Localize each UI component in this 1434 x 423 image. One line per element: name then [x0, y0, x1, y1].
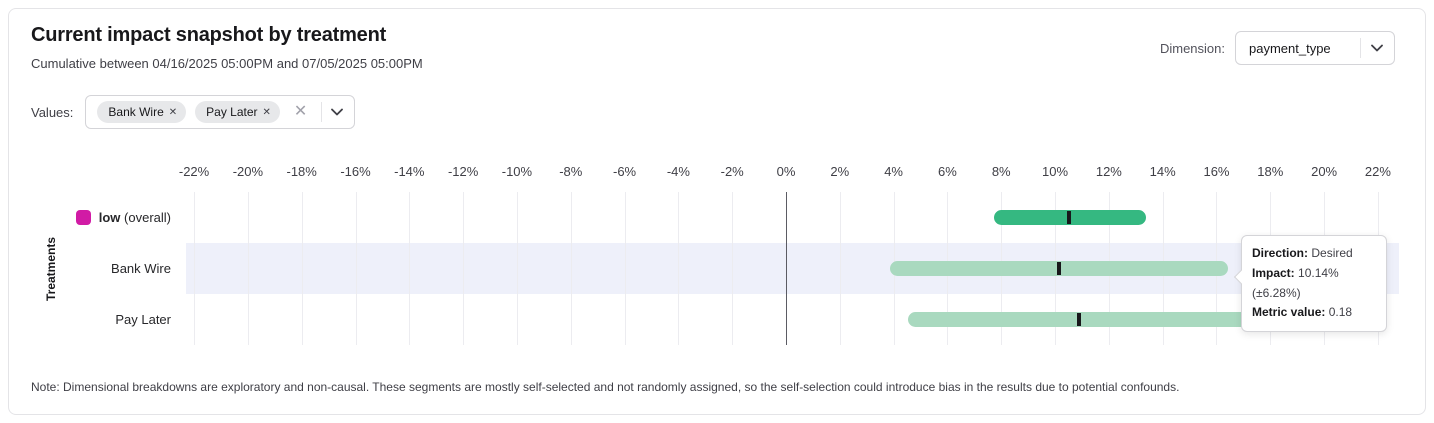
tooltip-metric-value: 0.18	[1328, 305, 1353, 320]
x-tick-label: -6%	[613, 164, 637, 179]
x-tick-label: 20%	[1311, 164, 1338, 179]
tooltip-metric-label: Metric value:	[1252, 305, 1326, 320]
x-tick-label: 14%	[1149, 164, 1176, 179]
x-tick-label: -18%	[286, 164, 317, 179]
impact-snapshot-card: Current impact snapshot by treatment Cum…	[8, 8, 1426, 415]
legend-swatch	[75, 210, 91, 225]
dimension-select[interactable]: payment_type	[1235, 31, 1395, 65]
remove-chip-icon[interactable]: ✕	[262, 106, 271, 118]
tooltip-metric-row: Metric value: 0.18	[1252, 303, 1376, 323]
values-multiselect[interactable]: Bank Wire ✕ Pay Later ✕ ✕	[85, 95, 356, 129]
x-tick-label: 10%	[1042, 164, 1069, 179]
row-label: low (overall)	[9, 192, 171, 243]
divider	[321, 102, 323, 122]
x-tick-label: -16%	[340, 164, 371, 179]
chevron-down-icon	[1371, 44, 1383, 52]
tooltip-direction-value: Desired	[1311, 246, 1353, 260]
impact-point-marker	[1056, 262, 1061, 275]
values-label: Values:	[31, 104, 74, 120]
gridline	[571, 192, 572, 345]
row-label: Bank Wire	[111, 261, 171, 276]
impact-point-marker	[1077, 313, 1081, 326]
x-tick-label: 0%	[776, 164, 796, 179]
row-band	[186, 192, 1399, 243]
x-tick-label: -22%	[178, 164, 210, 179]
x-tick-label: -2%	[720, 164, 744, 179]
gridline	[732, 192, 733, 345]
tooltip-direction-row: Direction: Desired	[1252, 244, 1376, 264]
x-tick-label: 4%	[884, 164, 903, 179]
bar-tooltip: Direction: Desired Impact: 10.14% (±6.28…	[1233, 235, 1387, 333]
chevron-down-icon[interactable]	[331, 108, 344, 116]
x-tick-label: 16%	[1203, 164, 1230, 179]
x-tick-label: -14%	[394, 164, 425, 179]
gridline	[840, 192, 841, 345]
footnote: Note: Dimensional breakdowns are explora…	[31, 380, 1180, 394]
tooltip-impact-row: Impact: 10.14% (±6.28%)	[1252, 264, 1376, 304]
dimension-label: Dimension:	[1159, 40, 1225, 56]
dimension-selected-value: payment_type	[1249, 40, 1331, 56]
x-tick-label: 12%	[1095, 164, 1122, 179]
date-range-subtitle: Cumulative between 04/16/2025 05:00PM an…	[31, 56, 423, 71]
gridline	[463, 192, 464, 345]
value-chip-pay-later[interactable]: Pay Later ✕	[195, 101, 280, 123]
impact-chart: Treatments -22% -20% -18% -16% -14% -12% -10% -…	[9, 9, 1425, 414]
chip-label: Pay Later	[206, 105, 258, 119]
divider	[1360, 38, 1361, 58]
clear-all-icon[interactable]: ✕	[293, 103, 308, 120]
gridline	[625, 192, 626, 345]
chip-label: Bank Wire	[108, 105, 164, 119]
gridline	[248, 192, 249, 345]
value-chip-bank-wire[interactable]: Bank Wire ✕	[97, 101, 187, 123]
tooltip-direction-label: Direction:	[1252, 246, 1309, 260]
x-tick-label: -20%	[232, 164, 264, 179]
x-tick-label: 2%	[830, 164, 850, 179]
x-tick-label: -8%	[559, 164, 583, 179]
remove-chip-icon[interactable]: ✕	[168, 106, 178, 118]
tooltip-impact-value: 10.14% (±6.28%)	[1252, 265, 1339, 300]
dimension-control: Dimension: payment_type	[1160, 31, 1395, 65]
row-label: Pay Later	[115, 312, 171, 327]
gridline	[678, 192, 679, 345]
x-tick-label: 22%	[1364, 164, 1391, 179]
x-tick-label: -4%	[666, 164, 690, 179]
gridline	[356, 192, 357, 345]
x-tick-label: 6%	[938, 164, 957, 179]
x-tick-label: -10%	[501, 164, 533, 179]
header: Current impact snapshot by treatment Cum…	[31, 24, 423, 71]
impact-point-marker	[1067, 211, 1072, 224]
values-filter: Values: Bank Wire ✕ Pay Later ✕ ✕	[31, 95, 356, 129]
gridline	[409, 192, 410, 345]
x-tick-label: 8%	[991, 164, 1011, 179]
x-tick-label: 18%	[1257, 164, 1284, 179]
tooltip-impact-label: Impact:	[1252, 265, 1295, 280]
page-title: Current impact snapshot by treatment	[31, 24, 387, 46]
gridline	[517, 192, 518, 345]
x-tick-label: -12%	[447, 164, 479, 179]
gridline	[194, 192, 195, 345]
zero-gridline	[786, 192, 787, 345]
gridline	[302, 192, 303, 345]
